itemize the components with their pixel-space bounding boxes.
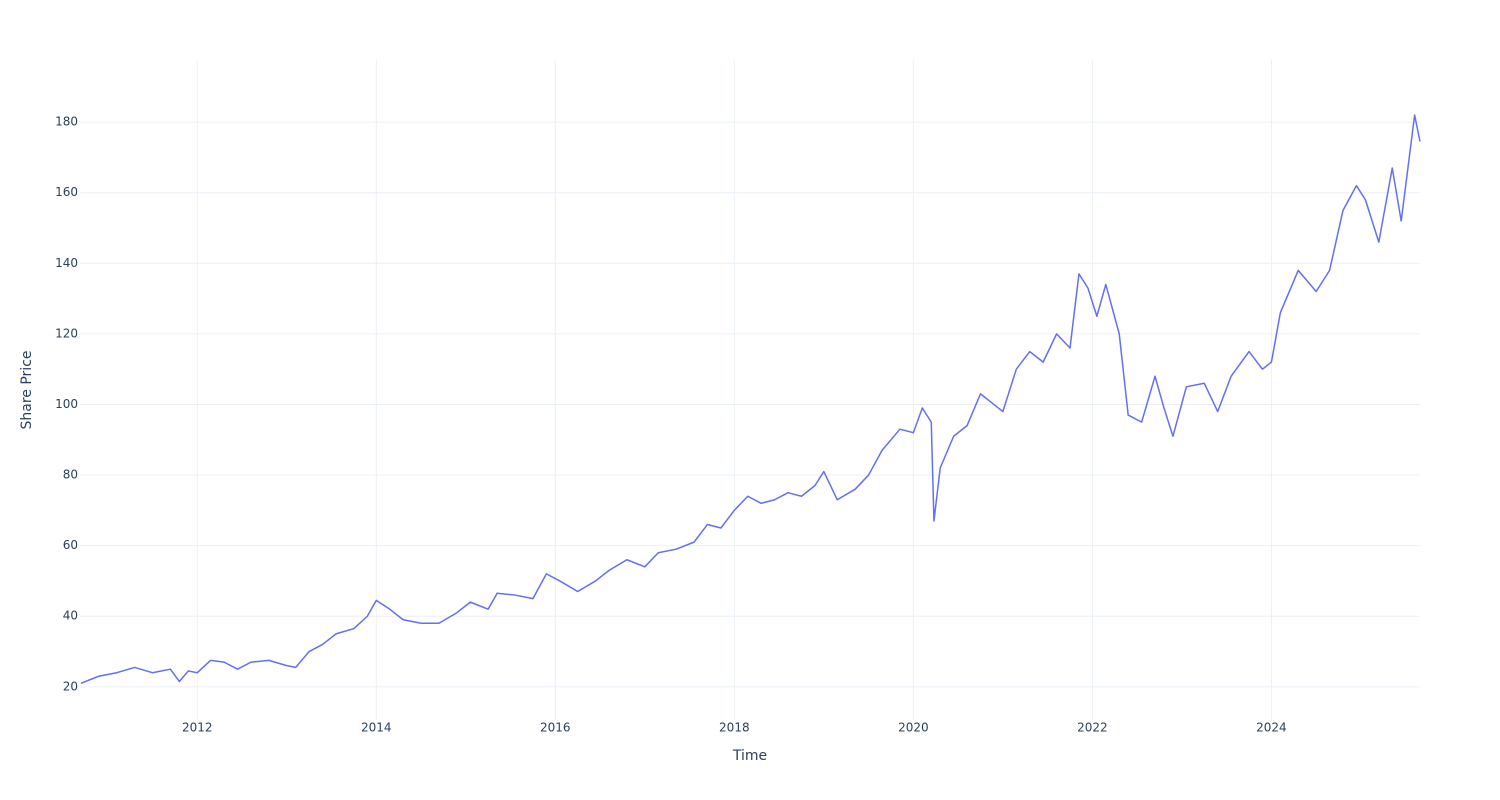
y-tick-label: 20 [63,679,78,693]
x-tick-label: 2018 [719,721,750,735]
y-tick-label: 140 [55,256,78,270]
price-line [80,114,1421,684]
y-tick-label: 160 [55,185,78,199]
y-tick-label: 120 [55,326,78,340]
y-tick-label: 80 [63,468,78,482]
x-tick-label: 2012 [182,721,213,735]
y-axis-title: Share Price [19,350,35,429]
x-tick-label: 2014 [361,721,392,735]
x-tick-label: 2024 [1256,721,1287,735]
y-tick-label: 40 [63,609,78,623]
x-tick-label: 2016 [540,721,571,735]
y-tick-label: 60 [63,538,78,552]
x-tick-label: 2020 [898,721,929,735]
y-tick-label: 180 [55,115,78,129]
x-axis-title: Time [732,748,767,764]
x-tick-label: 2022 [1077,721,1108,735]
y-tick-label: 100 [55,397,78,411]
